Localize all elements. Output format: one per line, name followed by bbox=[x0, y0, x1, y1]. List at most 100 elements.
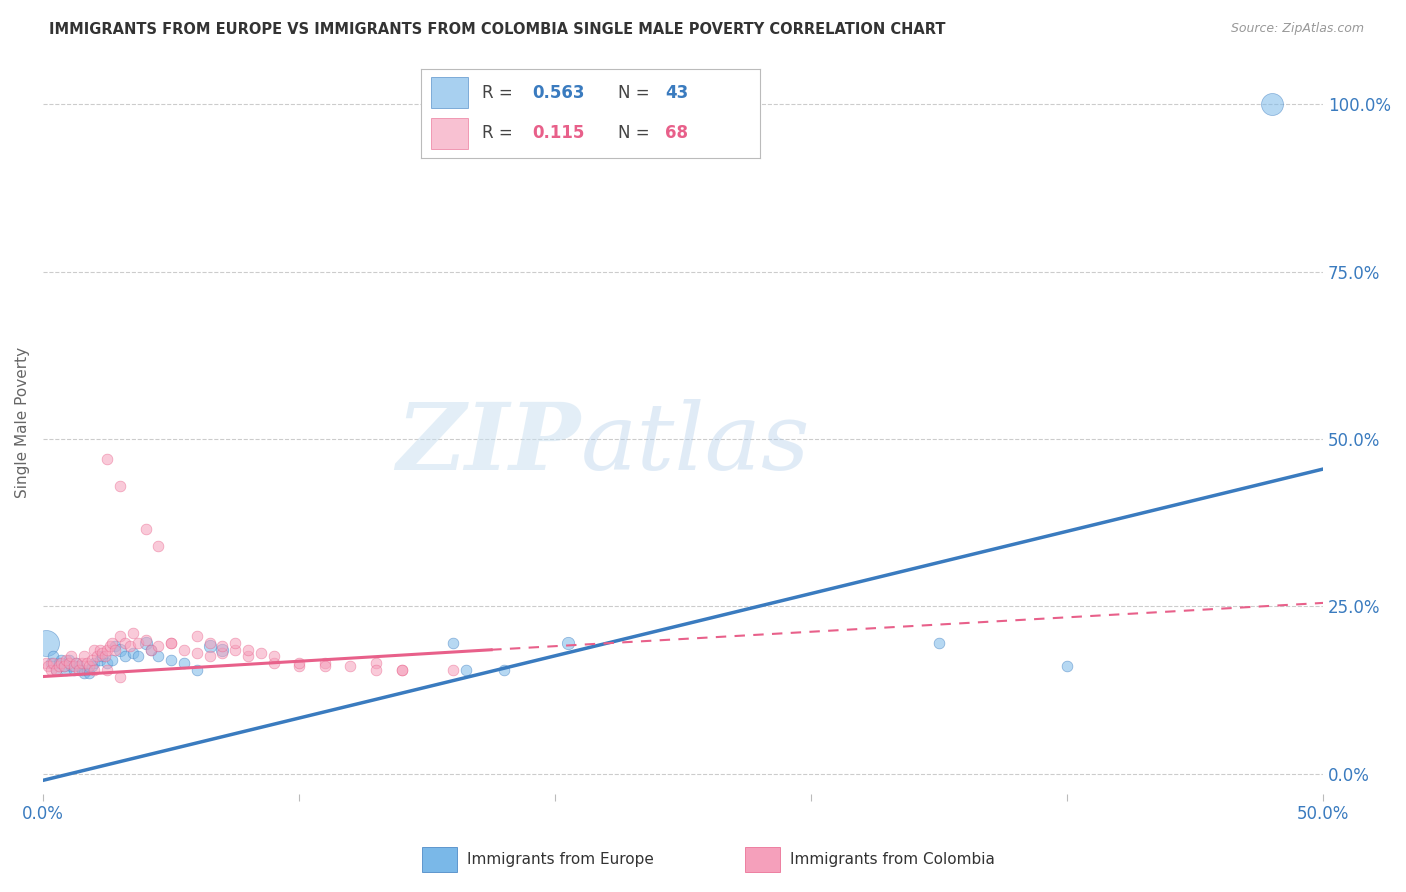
Point bbox=[70, 656, 93, 670]
Point bbox=[186, 646, 208, 660]
Point bbox=[48, 656, 70, 670]
Point bbox=[186, 629, 208, 643]
Point bbox=[135, 636, 157, 650]
Text: ZIP: ZIP bbox=[396, 400, 581, 490]
Point bbox=[101, 636, 124, 650]
Point bbox=[148, 640, 170, 654]
Point bbox=[83, 642, 105, 657]
Point bbox=[364, 656, 387, 670]
Point bbox=[70, 663, 93, 677]
Point bbox=[83, 663, 105, 677]
Point bbox=[89, 653, 111, 667]
Point bbox=[45, 663, 67, 677]
Point bbox=[114, 636, 136, 650]
Point bbox=[211, 640, 233, 654]
Point bbox=[101, 653, 124, 667]
Point bbox=[139, 642, 162, 657]
Point bbox=[60, 659, 83, 673]
Point bbox=[65, 656, 87, 670]
Point bbox=[108, 629, 131, 643]
Point bbox=[339, 659, 361, 673]
Point bbox=[114, 649, 136, 664]
Point bbox=[236, 642, 259, 657]
Point bbox=[80, 659, 103, 673]
Point bbox=[160, 653, 183, 667]
Point bbox=[263, 649, 285, 664]
Point bbox=[42, 656, 65, 670]
Point bbox=[224, 636, 246, 650]
Point bbox=[96, 663, 118, 677]
Point bbox=[65, 656, 87, 670]
Text: Immigrants from Europe: Immigrants from Europe bbox=[467, 853, 654, 867]
Point bbox=[55, 663, 77, 677]
Point bbox=[76, 663, 98, 677]
Point bbox=[63, 663, 86, 677]
Point bbox=[135, 632, 157, 647]
Point bbox=[288, 659, 311, 673]
Point bbox=[45, 663, 67, 677]
Point bbox=[121, 646, 143, 660]
Point bbox=[96, 656, 118, 670]
Point bbox=[198, 636, 221, 650]
Point bbox=[441, 636, 464, 650]
Point bbox=[60, 649, 83, 664]
Point bbox=[77, 666, 100, 681]
Point bbox=[557, 636, 579, 650]
Point bbox=[39, 656, 62, 670]
Point bbox=[148, 539, 170, 553]
Point bbox=[108, 642, 131, 657]
Point bbox=[314, 659, 336, 673]
Point bbox=[173, 642, 195, 657]
Point bbox=[52, 659, 75, 673]
Y-axis label: Single Male Poverty: Single Male Poverty bbox=[15, 347, 30, 498]
Point bbox=[98, 640, 121, 654]
Text: Source: ZipAtlas.com: Source: ZipAtlas.com bbox=[1230, 22, 1364, 36]
Point bbox=[1261, 97, 1284, 112]
Point bbox=[198, 649, 221, 664]
Point bbox=[73, 649, 96, 664]
Point bbox=[198, 640, 221, 654]
Point bbox=[42, 649, 65, 664]
Point bbox=[35, 636, 58, 650]
Point bbox=[52, 659, 75, 673]
Point bbox=[364, 663, 387, 677]
Point bbox=[492, 663, 515, 677]
Point bbox=[160, 636, 183, 650]
Point bbox=[58, 653, 80, 667]
Point bbox=[249, 646, 271, 660]
Point bbox=[391, 663, 413, 677]
Point bbox=[63, 659, 86, 673]
Point bbox=[454, 663, 477, 677]
Point bbox=[76, 656, 98, 670]
Point bbox=[37, 659, 59, 673]
Point bbox=[96, 642, 118, 657]
Point bbox=[73, 666, 96, 681]
Point bbox=[96, 452, 118, 467]
Point bbox=[108, 479, 131, 493]
Point bbox=[441, 663, 464, 677]
Point bbox=[236, 649, 259, 664]
Point bbox=[93, 649, 115, 664]
Point bbox=[314, 656, 336, 670]
Point bbox=[121, 626, 143, 640]
Point bbox=[35, 656, 58, 670]
Point bbox=[160, 636, 183, 650]
Point bbox=[91, 646, 114, 660]
Point bbox=[58, 656, 80, 670]
Point bbox=[83, 656, 105, 670]
Point bbox=[48, 659, 70, 673]
Point bbox=[928, 636, 950, 650]
Point bbox=[108, 669, 131, 683]
Point bbox=[39, 663, 62, 677]
Point bbox=[186, 663, 208, 677]
Point bbox=[49, 653, 72, 667]
Point bbox=[80, 653, 103, 667]
Text: IMMIGRANTS FROM EUROPE VS IMMIGRANTS FROM COLOMBIA SINGLE MALE POVERTY CORRELATI: IMMIGRANTS FROM EUROPE VS IMMIGRANTS FRO… bbox=[49, 22, 946, 37]
Point bbox=[91, 649, 114, 664]
Text: Immigrants from Colombia: Immigrants from Colombia bbox=[790, 853, 995, 867]
Point bbox=[67, 663, 90, 677]
Point bbox=[89, 642, 111, 657]
Point bbox=[1056, 659, 1078, 673]
Text: atlas: atlas bbox=[581, 400, 810, 490]
Point bbox=[120, 640, 142, 654]
